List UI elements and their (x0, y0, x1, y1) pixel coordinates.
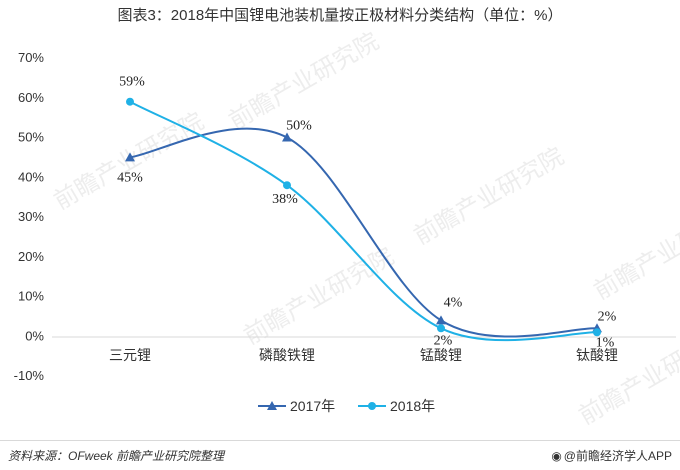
y-tick-label: 20% (18, 249, 44, 264)
legend-label: 2017年 (290, 398, 335, 414)
data-label: 2% (434, 333, 453, 348)
y-tick-label: 10% (18, 289, 44, 304)
watermark-text: 前瞻产业研究院 (589, 197, 680, 305)
watermark-text: 前瞻产业研究院 (239, 242, 398, 350)
watermark-text: 前瞻产业研究院 (574, 322, 680, 430)
data-labels: 45% 50% 4% 2% 59% 38% 2% 1% (117, 75, 617, 351)
data-label: 1% (596, 335, 615, 350)
data-point-marker (283, 181, 291, 190)
series-line-2018 (129, 100, 598, 342)
y-tick-label: -10% (14, 368, 45, 383)
data-point-marker (437, 324, 445, 333)
x-category-label: 锰酸锂 (420, 347, 462, 363)
legend-marker (368, 402, 376, 410)
y-tick-label: 60% (18, 90, 44, 105)
brand-logo-icon: ◉ (551, 449, 562, 463)
data-label: 59% (119, 75, 145, 90)
y-tick-label: 30% (18, 209, 44, 224)
data-label: 50% (286, 119, 312, 134)
x-axis-categories: 三元锂 磷酸铁锂 锰酸锂 钛酸锂 (109, 347, 618, 363)
y-tick-label: 40% (18, 169, 44, 184)
line-chart: 前瞻产业研究院前瞻产业研究院前瞻产业研究院前瞻产业研究院前瞻产业研究院前瞻产业研… (14, 27, 680, 430)
x-category-label: 三元锂 (109, 347, 151, 363)
y-tick-label: 70% (18, 50, 44, 65)
data-label: 4% (444, 295, 463, 310)
chart-title: 图表3：2018年中国锂电池装机量按正极材料分类结构（单位：%） (117, 7, 563, 24)
data-point-marker (125, 152, 135, 162)
x-category-label: 磷酸铁锂 (259, 347, 315, 363)
data-point-marker (593, 328, 601, 337)
legend-marker (267, 401, 277, 410)
brand-credit-text: @前瞻经济学人APP (563, 449, 672, 463)
data-label: 45% (117, 170, 143, 185)
y-tick-label: 50% (18, 130, 44, 145)
data-label: 2% (598, 309, 617, 324)
data-point-marker (282, 132, 292, 142)
data-point-marker (436, 315, 446, 325)
x-category-label: 钛酸锂 (576, 347, 618, 363)
legend: 2017年 2018年 (258, 398, 435, 414)
source-note: 资料来源：OFweek 前瞻产业研究院整理 (8, 449, 225, 463)
y-tick-label: 0% (25, 328, 44, 343)
y-axis-ticks: -10% 0% 10% 20% 30% 40% 50% 60% 70% (14, 50, 45, 383)
data-label: 38% (272, 192, 298, 207)
watermark-text: 前瞻产业研究院 (409, 142, 568, 250)
brand-credit: ◉ @前瞻经济学人APP (551, 447, 672, 464)
series-layer (125, 97, 602, 342)
data-point-marker (126, 97, 134, 106)
legend-label: 2018年 (390, 398, 435, 414)
footer: 资料来源：OFweek 前瞻产业研究院整理 ◉ @前瞻经济学人APP (0, 440, 680, 470)
